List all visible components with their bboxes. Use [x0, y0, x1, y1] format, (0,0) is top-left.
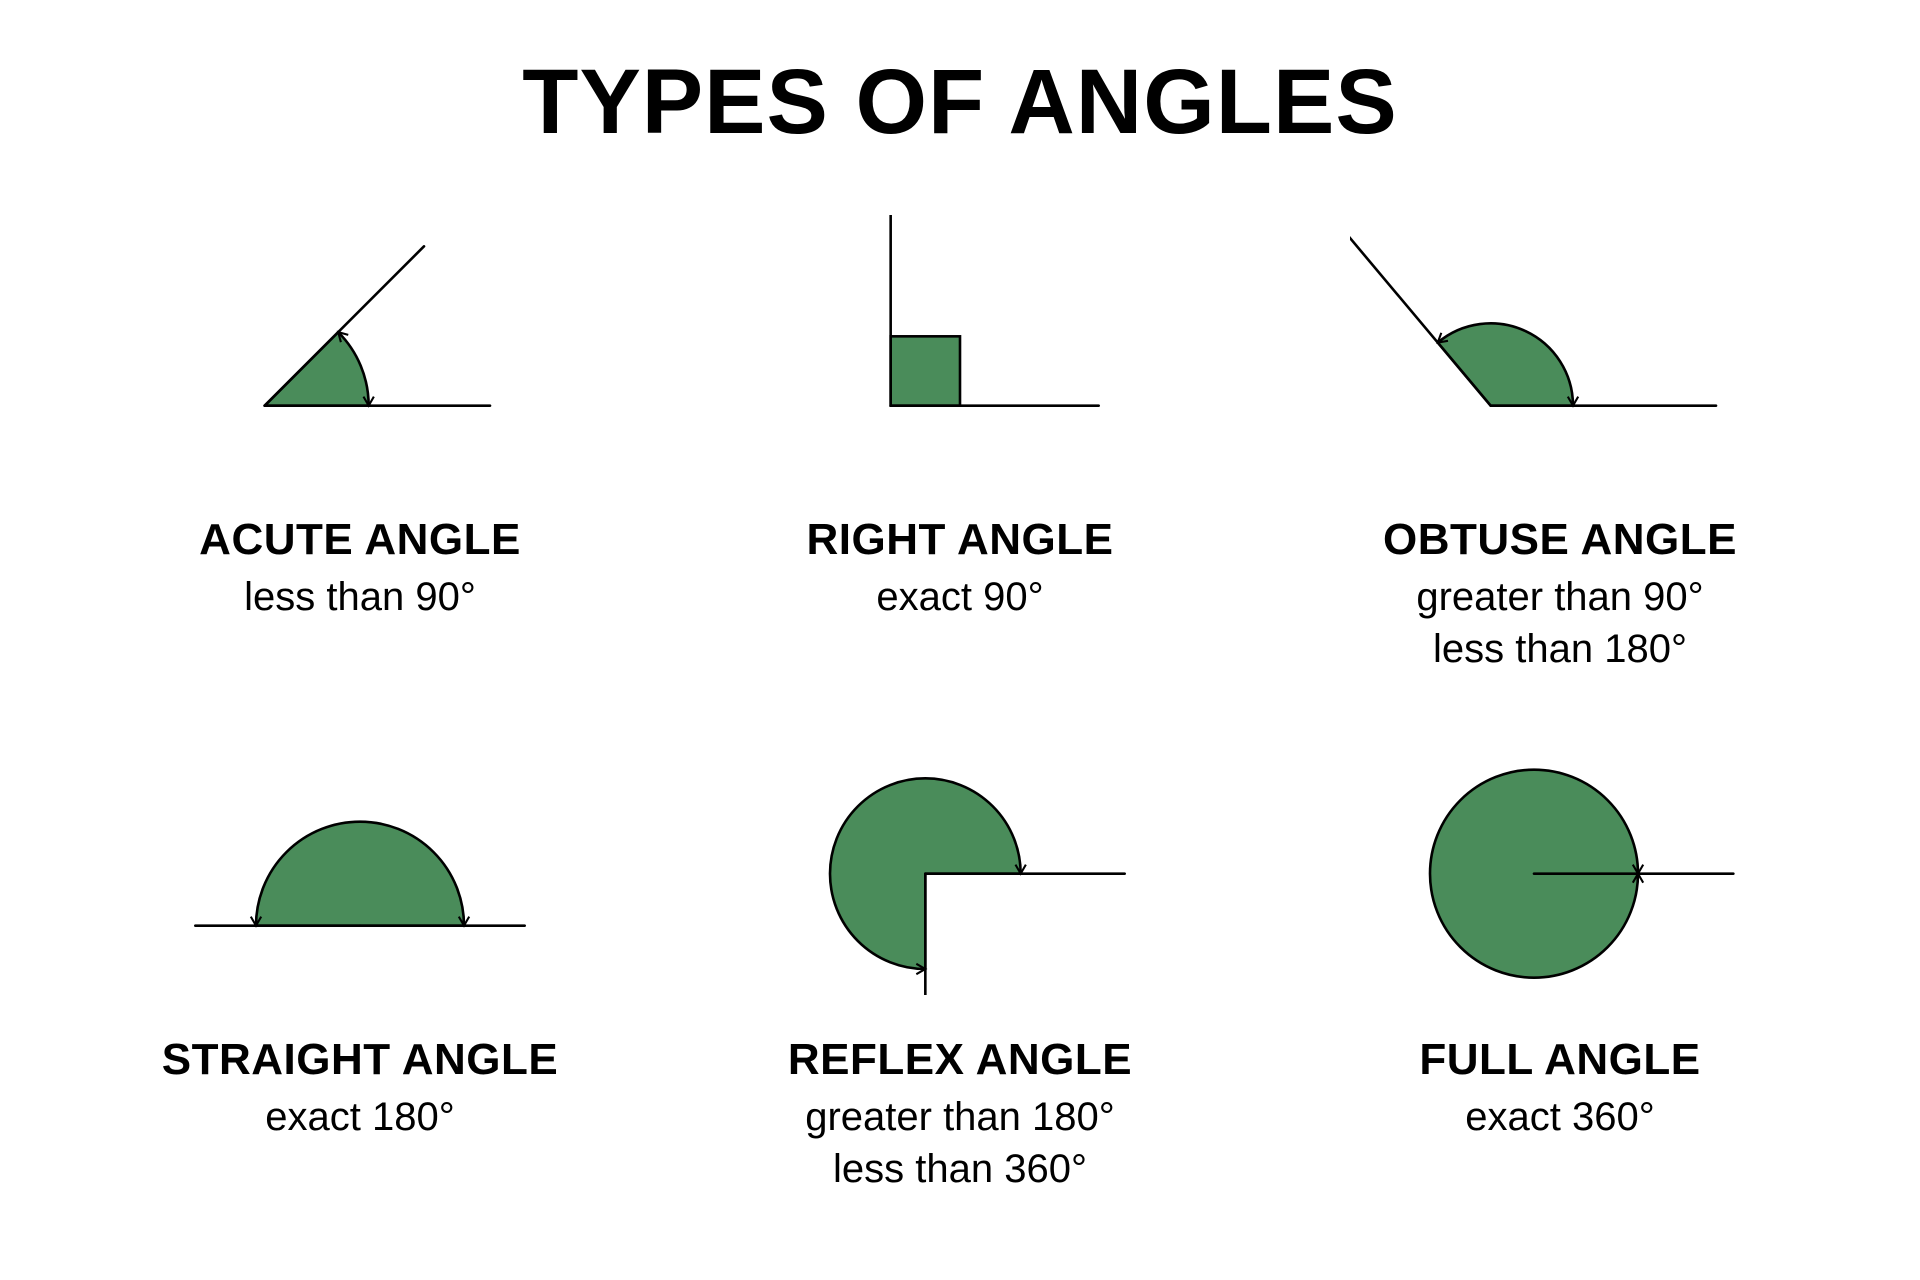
angle-desc: exact 90° — [876, 571, 1043, 623]
angle-cell-reflex: REFLEX ANGLE greater than 180° less than … — [680, 735, 1240, 1235]
angle-cell-full: FULL ANGLE exact 360° — [1280, 735, 1840, 1235]
angle-name: REFLEX ANGLE — [788, 1035, 1132, 1085]
right-diagram — [750, 215, 1170, 475]
angle-name: RIGHT ANGLE — [807, 515, 1114, 565]
angle-desc: exact 360° — [1465, 1091, 1654, 1143]
angle-name: FULL ANGLE — [1419, 1035, 1700, 1085]
acute-diagram — [150, 215, 570, 475]
angle-cell-right: RIGHT ANGLE exact 90° — [680, 215, 1240, 715]
angle-cell-acute: ACUTE ANGLE less than 90° — [80, 215, 640, 715]
angle-name: OBTUSE ANGLE — [1383, 515, 1737, 565]
straight-diagram — [150, 735, 570, 995]
reflex-diagram — [750, 735, 1170, 995]
angle-name: STRAIGHT ANGLE — [162, 1035, 558, 1085]
angle-desc: less than 90° — [244, 571, 476, 623]
page-title: TYPES OF ANGLES — [522, 50, 1397, 155]
angle-cell-straight: STRAIGHT ANGLE exact 180° — [80, 735, 640, 1235]
full-diagram — [1350, 735, 1770, 995]
angle-name: ACUTE ANGLE — [199, 515, 521, 565]
angle-desc: greater than 90° less than 180° — [1416, 571, 1703, 675]
angle-desc: exact 180° — [265, 1091, 454, 1143]
angle-desc: greater than 180° less than 360° — [805, 1091, 1115, 1195]
angle-grid: ACUTE ANGLE less than 90° RIGHT ANGLE exact… — [80, 215, 1840, 1235]
obtuse-diagram — [1350, 215, 1770, 475]
angle-cell-obtuse: OBTUSE ANGLE greater than 90° less than 1… — [1280, 215, 1840, 715]
